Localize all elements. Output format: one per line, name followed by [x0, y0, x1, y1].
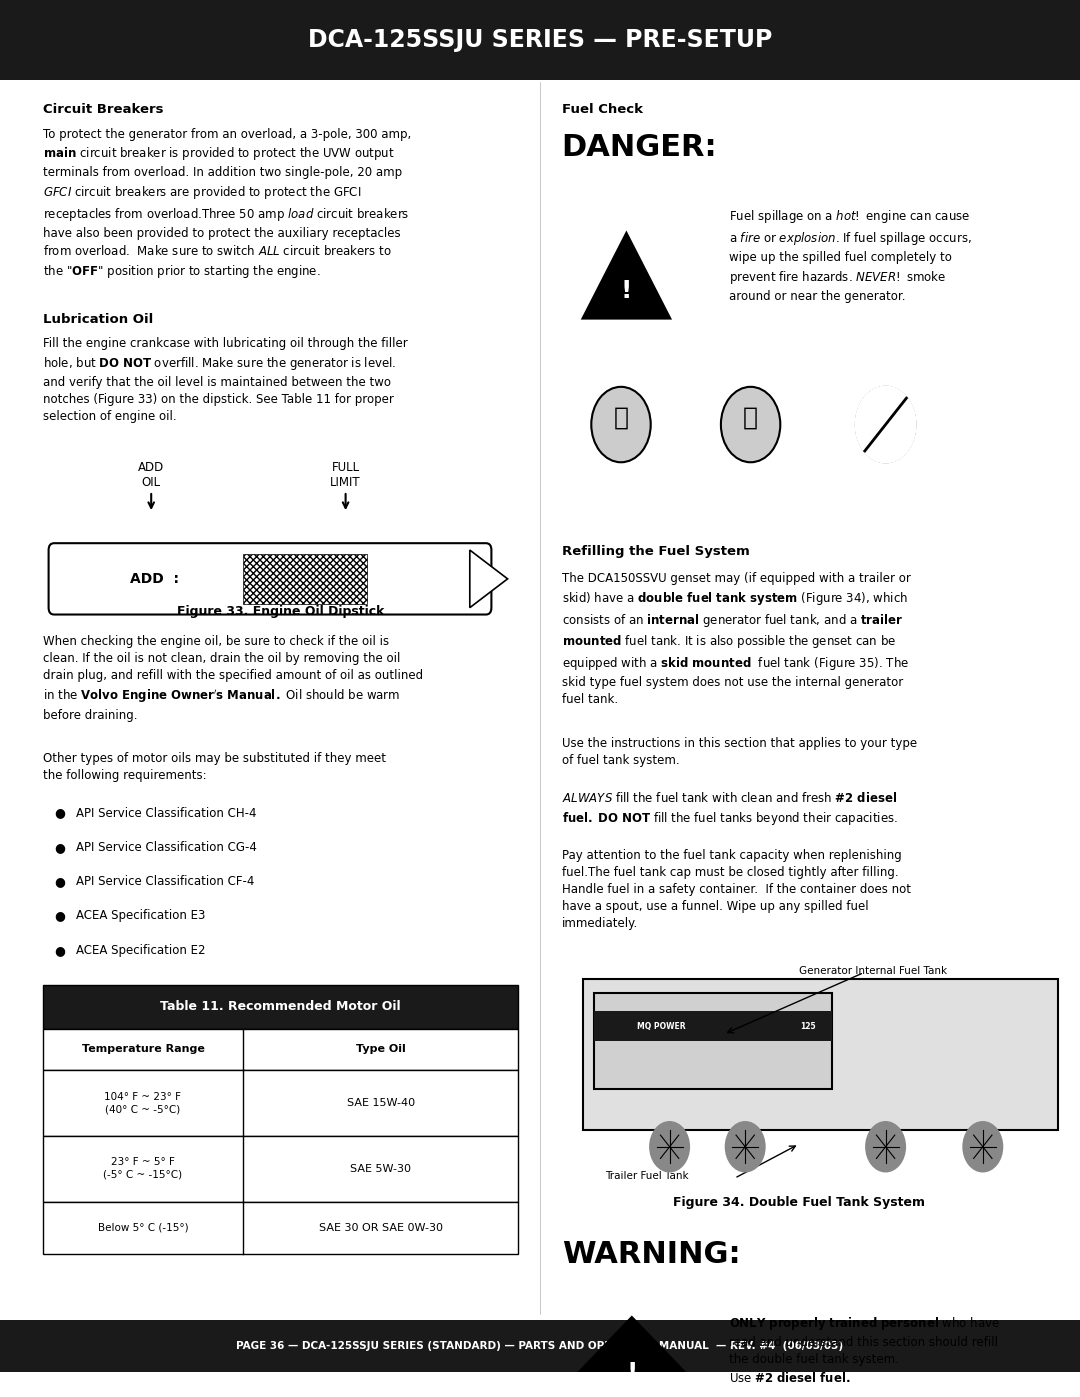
- Text: SAE 30 OR SAE 0W-30: SAE 30 OR SAE 0W-30: [319, 1222, 443, 1232]
- Text: !: !: [621, 279, 632, 303]
- Circle shape: [726, 1122, 765, 1172]
- Text: Pay attention to the fuel tank capacity when replenishing
fuel.The fuel tank cap: Pay attention to the fuel tank capacity …: [562, 849, 910, 930]
- Text: When checking the engine oil, be sure to check if the oil is
clean. If the oil i: When checking the engine oil, be sure to…: [43, 636, 423, 722]
- Text: Fill the engine crankcase with lubricating oil through the filler
hole, but $\bf: Fill the engine crankcase with lubricati…: [43, 338, 408, 423]
- Text: 💥: 💥: [743, 405, 758, 430]
- Text: Lubrication Oil: Lubrication Oil: [43, 313, 153, 326]
- Polygon shape: [470, 550, 508, 608]
- Text: PAGE 36 — DCA-125SSJU SERIES (STANDARD) — PARTS AND OPERATION MANUAL  — REV. #4 : PAGE 36 — DCA-125SSJU SERIES (STANDARD) …: [237, 1341, 843, 1351]
- Text: MQ POWER: MQ POWER: [637, 1021, 686, 1031]
- Text: Refilling the Fuel System: Refilling the Fuel System: [562, 545, 750, 557]
- Text: 🔥: 🔥: [613, 405, 629, 430]
- Text: Trailer Fuel Tank: Trailer Fuel Tank: [605, 1172, 688, 1182]
- Text: 23° F ~ 5° F
(-5° C ~ -15°C): 23° F ~ 5° F (-5° C ~ -15°C): [104, 1158, 183, 1180]
- Text: FULL
LIMIT: FULL LIMIT: [330, 461, 361, 489]
- Circle shape: [721, 387, 781, 462]
- Text: Below 5° C (-15°): Below 5° C (-15°): [97, 1222, 188, 1232]
- Circle shape: [855, 387, 916, 462]
- Text: API Service Classification CH-4: API Service Classification CH-4: [76, 806, 256, 820]
- Text: ●: ●: [54, 944, 65, 957]
- Text: ADD  :: ADD :: [130, 571, 178, 585]
- Text: !: !: [626, 1361, 637, 1384]
- Circle shape: [866, 1122, 905, 1172]
- Text: Fuel spillage on a $\bf{\it{hot!}}$ engine can cause
a $\bf{\it{fire}}$ or $\bf{: Fuel spillage on a $\bf{\it{hot!}}$ engi…: [729, 208, 972, 303]
- Bar: [594, 1011, 832, 1041]
- Text: To protect the generator from an overload, a 3-pole, 300 amp,
$\bf{main}$ circui: To protect the generator from an overloa…: [43, 127, 411, 281]
- Text: SAE 5W-30: SAE 5W-30: [350, 1164, 411, 1173]
- Bar: [43, 985, 518, 1028]
- Text: $\bf{ONLY\ properly\ trained\ personel}$ who have
read and understand this secti: $\bf{ONLY\ properly\ trained\ personel}$…: [729, 1316, 1000, 1384]
- Bar: [594, 993, 832, 1090]
- Text: ●: ●: [54, 806, 65, 820]
- Text: 104° F ~ 23° F
(40° C ~ -5°C): 104° F ~ 23° F (40° C ~ -5°C): [105, 1091, 181, 1113]
- Text: $\bf{\it{ALWAYS}}$ fill the fuel tank with clean and fresh $\bf{\#2\ diesel}$
$\: $\bf{\it{ALWAYS}}$ fill the fuel tank wi…: [562, 792, 897, 827]
- Text: ADD
OIL: ADD OIL: [138, 461, 164, 489]
- Circle shape: [650, 1122, 689, 1172]
- Text: Other types of motor oils may be substituted if they meet
the following requirem: Other types of motor oils may be substit…: [43, 752, 387, 782]
- Text: DANGER:: DANGER:: [562, 133, 717, 162]
- Text: Generator Internal Fuel Tank: Generator Internal Fuel Tank: [799, 965, 947, 975]
- Text: ACEA Specification E3: ACEA Specification E3: [76, 909, 205, 922]
- Text: Type Oil: Type Oil: [355, 1045, 405, 1055]
- Text: Use the instructions in this section that applies to your type
of fuel tank syst: Use the instructions in this section tha…: [562, 736, 917, 767]
- Text: ●: ●: [54, 909, 65, 922]
- FancyBboxPatch shape: [49, 543, 491, 615]
- Bar: [43, 1136, 518, 1201]
- Text: DCA-125SSJU SERIES — PRE-SETUP: DCA-125SSJU SERIES — PRE-SETUP: [308, 28, 772, 52]
- Circle shape: [963, 1122, 1002, 1172]
- Bar: [243, 555, 367, 604]
- Text: SAE 15W-40: SAE 15W-40: [347, 1098, 415, 1108]
- Text: ●: ●: [54, 875, 65, 888]
- Text: API Service Classification CG-4: API Service Classification CG-4: [76, 841, 256, 854]
- Text: ●: ●: [54, 841, 65, 854]
- Polygon shape: [581, 231, 672, 320]
- Text: Figure 33. Engine Oil Dipstick: Figure 33. Engine Oil Dipstick: [177, 605, 384, 617]
- Text: Table 11. Recommended Motor Oil: Table 11. Recommended Motor Oil: [161, 1000, 401, 1013]
- Bar: [583, 979, 1058, 1130]
- Text: Temperature Range: Temperature Range: [82, 1045, 204, 1055]
- Circle shape: [855, 387, 916, 462]
- Text: Circuit Breakers: Circuit Breakers: [43, 103, 164, 116]
- Text: WARNING:: WARNING:: [562, 1241, 740, 1268]
- Text: ACEA Specification E2: ACEA Specification E2: [76, 944, 205, 957]
- Bar: [43, 1201, 518, 1253]
- Text: The DCA150SSVU genset may (if equipped with a trailer or
skid) have a $\bf{doubl: The DCA150SSVU genset may (if equipped w…: [562, 571, 910, 707]
- Polygon shape: [572, 1316, 691, 1397]
- FancyBboxPatch shape: [0, 0, 1080, 80]
- Bar: [43, 1070, 518, 1136]
- Bar: [43, 1028, 518, 1070]
- Text: 125: 125: [800, 1021, 815, 1031]
- Text: API Service Classification CF-4: API Service Classification CF-4: [76, 875, 254, 888]
- Text: Figure 34. Double Fuel Tank System: Figure 34. Double Fuel Tank System: [673, 1196, 926, 1210]
- Circle shape: [592, 387, 651, 462]
- FancyBboxPatch shape: [0, 1320, 1080, 1372]
- Text: Fuel Check: Fuel Check: [562, 103, 643, 116]
